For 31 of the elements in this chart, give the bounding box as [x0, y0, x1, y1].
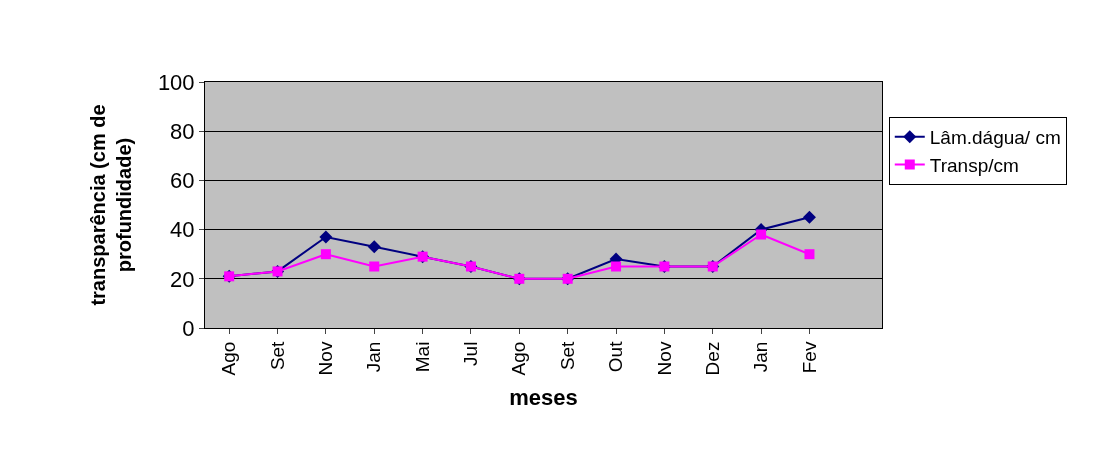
point — [802, 210, 816, 224]
y-tick-label: 100 — [157, 69, 195, 95]
point — [320, 249, 331, 260]
point — [756, 229, 767, 240]
point — [319, 230, 333, 244]
y-tick-label: 0 — [182, 315, 195, 341]
x-tick-label: Nov — [653, 341, 675, 376]
legend-label: Lâm.dágua/ cm — [929, 127, 1061, 149]
x-tick-label: Jul — [460, 341, 482, 366]
x-tick-label: Ago — [218, 341, 240, 376]
x-tick-label: Dez — [701, 341, 723, 376]
x-tick-label: Ago — [508, 341, 530, 376]
y-tick-label: 80 — [170, 118, 195, 144]
x-tick-label: Mai — [411, 341, 433, 373]
point — [804, 249, 815, 260]
y-tick-label: 40 — [170, 217, 195, 243]
x-axis-title: meses — [509, 385, 578, 411]
x-tick-label: Jan — [750, 341, 772, 373]
x-tick-label: Fev — [798, 341, 820, 374]
x-tick-label: Set — [556, 340, 578, 371]
point — [369, 261, 380, 272]
y-tick-label: 20 — [170, 266, 195, 292]
x-tick-label: Set — [266, 340, 288, 371]
x-tick-label: Jan — [363, 341, 385, 373]
x-tick-label: Nov — [315, 341, 337, 376]
y-axis-title: transparência (cm de profundidade) — [87, 104, 136, 306]
y-tick-label: 60 — [170, 168, 195, 194]
point — [611, 261, 622, 272]
legend-label: Transp/cm — [929, 154, 1019, 176]
point — [367, 240, 381, 254]
x-tick-label: Out — [605, 340, 627, 373]
